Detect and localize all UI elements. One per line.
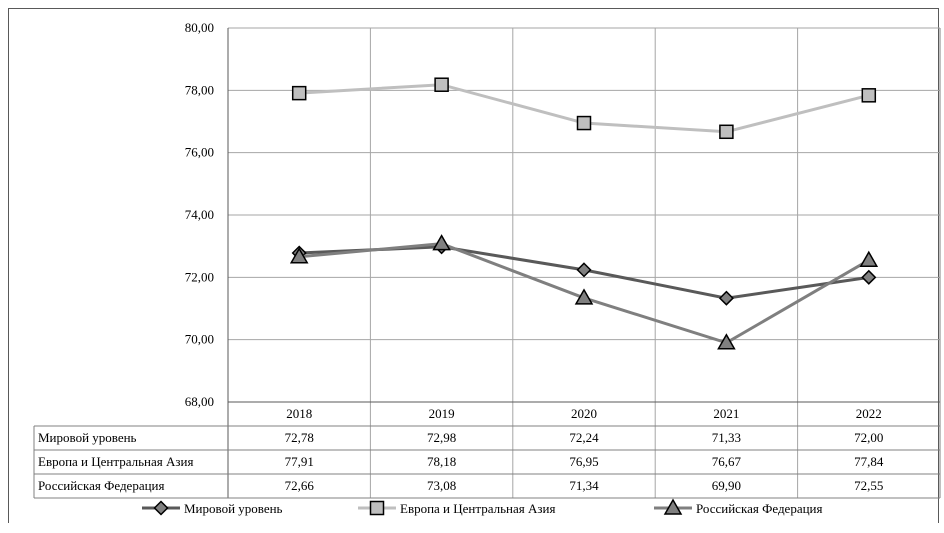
data-point-diamond <box>718 290 734 306</box>
data-point-square <box>576 115 592 131</box>
data-point-triangle <box>289 247 309 264</box>
x-category-label: 2022 <box>856 406 882 421</box>
table-series-label: Российская Федерация <box>38 478 165 493</box>
data-table-value: 73,08 <box>427 478 456 493</box>
legend-marker <box>369 500 385 516</box>
x-category-label: 2021 <box>713 406 739 421</box>
data-point-diamond <box>861 269 877 285</box>
legend-marker <box>153 500 169 516</box>
data-table-value: 78,18 <box>427 454 456 469</box>
data-point-triangle <box>859 250 879 267</box>
y-tick-label: 74,00 <box>185 207 214 222</box>
y-tick-label: 68,00 <box>185 394 214 409</box>
data-point-triangle <box>432 234 451 251</box>
legend-label: Европа и Центральная Азия <box>400 501 555 516</box>
data-table-value: 72,66 <box>285 478 315 493</box>
x-category-label: 2019 <box>429 406 455 421</box>
data-table-value: 71,33 <box>712 430 741 445</box>
legend-label: Мировой уровень <box>184 501 283 516</box>
legend-marker <box>663 498 683 515</box>
data-table-value: 76,67 <box>712 454 742 469</box>
data-point-square <box>861 88 877 103</box>
data-table-value: 72,98 <box>427 430 456 445</box>
y-tick-label: 76,00 <box>185 145 214 160</box>
data-table-value: 69,90 <box>712 478 741 493</box>
data-point-square <box>434 77 449 92</box>
table-series-label: Мировой уровень <box>38 430 137 445</box>
chart-frame <box>8 8 939 523</box>
data-point-diamond <box>576 262 592 278</box>
data-table-value: 77,91 <box>285 454 314 469</box>
data-point-triangle <box>574 288 594 305</box>
data-table-value: 72,24 <box>569 430 599 445</box>
data-table-value: 77,84 <box>854 454 884 469</box>
y-tick-label: 80,00 <box>185 20 214 35</box>
y-tick-label: 72,00 <box>185 269 214 284</box>
data-table-value: 72,00 <box>854 430 883 445</box>
data-point-square <box>719 124 734 140</box>
table-series-label: Европа и Центральная Азия <box>38 454 193 469</box>
data-table-value: 76,95 <box>569 454 598 469</box>
x-category-label: 2020 <box>571 406 597 421</box>
y-tick-label: 70,00 <box>185 332 214 347</box>
data-table-value: 72,78 <box>285 430 314 445</box>
data-point-square <box>291 85 307 101</box>
data-table-value: 71,34 <box>569 478 599 493</box>
y-tick-label: 78,00 <box>185 82 214 97</box>
x-category-label: 2018 <box>286 406 312 421</box>
data-point-triangle <box>717 333 736 350</box>
data-table-value: 72,55 <box>854 478 883 493</box>
legend-label: Российская Федерация <box>696 501 823 516</box>
